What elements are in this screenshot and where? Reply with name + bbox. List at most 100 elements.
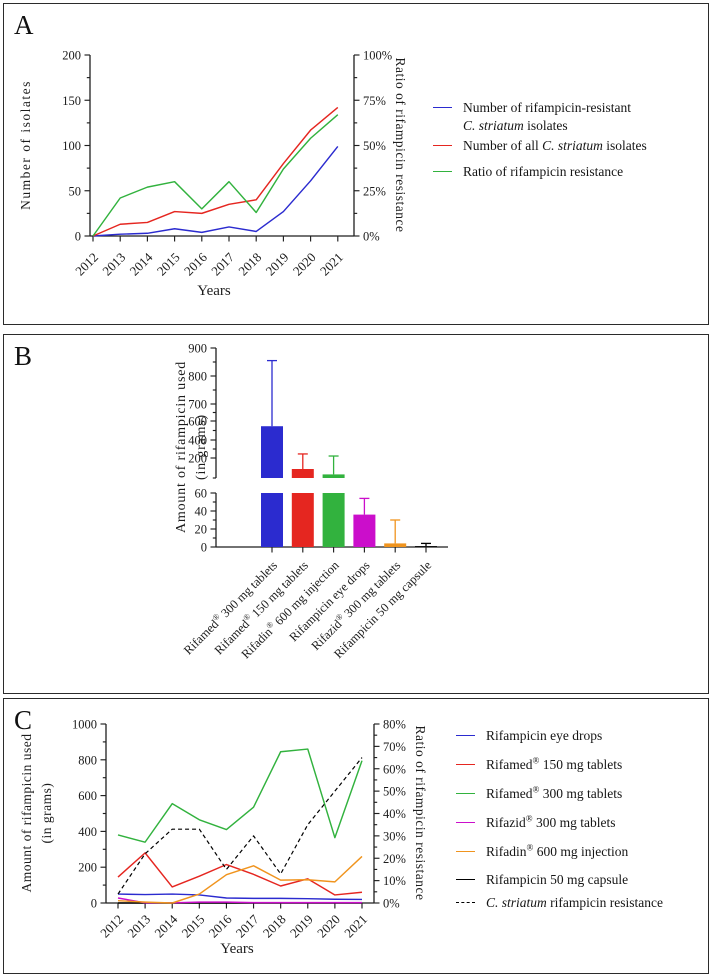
y-tick-label-right: 100%	[363, 49, 392, 63]
panel-a-label: A	[14, 10, 34, 40]
x-tick-label: 2013	[124, 912, 153, 941]
series-number-of-all-c-striatum-isolates	[92, 106, 339, 237]
plot-area-a: 0501001502000%25%50%75%100%2012201320142…	[18, 49, 408, 300]
series-c-striatum-rifampicin-resistance	[117, 757, 363, 895]
y-tick-label-right: 60%	[383, 762, 406, 776]
panel-b: B 0 20 40 60 200 400 600 700 800 900 Amount of rif…	[3, 334, 709, 694]
y-tick-label-left: 200	[62, 49, 81, 63]
y-tick-label: 200	[188, 452, 207, 466]
legend-swatch	[456, 851, 475, 852]
y-tick-label-left: 200	[78, 861, 97, 875]
x-axis-title: Years	[197, 283, 231, 299]
legend-item-rifamed-300-mg-tablets: Rifamed® 300 mg tablets	[456, 785, 622, 803]
y-tick-label: 20	[195, 523, 208, 537]
series-rifamed-150-mg-tablets	[117, 852, 363, 896]
y-tick-label-left: 800	[78, 753, 97, 767]
x-tick-label: 2020	[314, 912, 343, 941]
panel-a: A 0 50 100 150 200 0% 25% 50% 75% 100% 2012 2013 201…	[3, 3, 709, 325]
x-tick-label: 2014	[127, 249, 156, 278]
bar-upper-rifamed-150-mg-tablets	[291, 469, 314, 478]
x-tick-label: 2017	[233, 911, 262, 940]
y-tick-label-left: 0	[91, 897, 97, 911]
y-tick-label-left: 100	[62, 139, 81, 153]
y-tick-label: 900	[188, 342, 207, 356]
y-tick-label-left: 150	[62, 94, 81, 108]
x-tick-label: 2018	[260, 912, 289, 941]
bar-upper-rifamed-300-mg-tablets	[261, 426, 283, 478]
series-ratio-of-rifampicin-resistance	[92, 114, 339, 237]
panel-c: C 0 200 400 600 800 1000 0% 10% 20% 30% 40% 50% 60% 7…	[3, 698, 709, 974]
x-tick-label: 2021	[341, 912, 370, 941]
y-axis-title-right: Ratio of rifampicin resistance	[393, 57, 408, 232]
legend-label: Rifadin® 600 mg injection	[486, 842, 629, 859]
y-axis-title-right: Ratio of rifampicin resistance	[413, 725, 428, 900]
bar-rifamed-300-mg-tablets	[261, 493, 283, 547]
y-tick-label-right: 0%	[383, 897, 400, 911]
y-tick-label: 800	[188, 370, 207, 384]
legend-label: Ratio of rifampicin resistance	[463, 164, 624, 179]
legend-label: Number of rifampicin-resistant C. striatu…	[463, 100, 631, 133]
x-tick-label: 2019	[263, 250, 292, 279]
legend-swatch	[433, 145, 452, 146]
panel-c-label: C	[14, 705, 33, 735]
y-tick-label: 40	[195, 505, 208, 519]
x-tick-label: 2015	[154, 250, 183, 279]
y-tick-label-left: 50	[69, 184, 82, 198]
legend-swatch	[456, 764, 475, 765]
panel-c-chart: 0 200 400 600 800 1000 0% 10% 20% 30% 40% 50% 60% 70%…	[19, 718, 428, 958]
x-tick-label: 2019	[287, 912, 316, 941]
y-axis-title-left: Amount of rifampicin used	[19, 733, 34, 892]
y-tick-label-right: 70%	[383, 740, 406, 754]
legend-swatch	[456, 902, 475, 903]
legend-item-rifadin-600-mg-injection: Rifadin® 600 mg injection	[456, 843, 628, 861]
y-tick-label: 60	[195, 487, 208, 501]
y-tick-label-right: 50%	[363, 139, 386, 153]
y-tick-label-right: 10%	[383, 874, 406, 888]
y-tick-label-left: 400	[78, 825, 97, 839]
legend-label: Rifazid® 300 mg tablets	[486, 813, 616, 830]
legend-label: Number of all C. striatum isolates	[463, 138, 647, 153]
legend-swatch	[456, 879, 475, 880]
legend-item-rifampicin-50-mg-capsule: Rifampicin 50 mg capsule	[456, 871, 628, 889]
x-tick-label: 2017	[208, 249, 237, 278]
series-number-of-rifampicin-resistant-c-striatu	[92, 145, 339, 237]
x-tick-label: 2016	[206, 911, 235, 940]
bar-rifadin-600-mg-injection	[322, 493, 345, 547]
y-tick-label: 400	[188, 434, 207, 448]
x-tick-label: 2020	[290, 250, 319, 279]
legend-swatch	[433, 107, 452, 108]
x-tick-label: 2018	[235, 250, 264, 279]
y-tick-label-right: 80%	[383, 718, 406, 732]
y-tick-label: 600	[188, 415, 207, 429]
series-rifadin-600-mg-injection	[117, 855, 363, 904]
y-tick-label-left: 1000	[72, 718, 97, 732]
y-tick-label: 0	[201, 541, 207, 555]
panel-b-chart: 0 20 40 60 200 400 600 700 800 900 Amount of rifam…	[174, 342, 448, 661]
legend-swatch	[456, 793, 475, 794]
plot-area-c: 0 200 400 600 800 1000 0% 10% 20% 30% 40% 50% 60% 70%…	[19, 718, 428, 958]
y-tick-label-right: 50%	[383, 785, 406, 799]
legend-swatch	[456, 822, 475, 823]
legend-item-number-of-rifampicin-resistant-c-striatu: Number of rifampicin-resistant C. striatu…	[433, 99, 631, 134]
legend-label: Rifampicin eye drops	[486, 728, 603, 743]
x-tick-label: 2014	[151, 911, 180, 940]
series-rifampicin-eye-drops	[117, 893, 362, 901]
y-axis-title: (in grams)	[194, 414, 209, 480]
legend-label: Rifampicin 50 mg capsule	[486, 872, 629, 887]
panel-b-label: B	[14, 341, 33, 371]
x-tick-label: 2021	[317, 250, 346, 279]
legend-item-number-of-all-c-striatum-isolates: Number of all C. striatum isolates	[433, 137, 647, 155]
bar-rifazid-300-mg-tablets	[384, 543, 407, 547]
y-axis-title-left: Number of isolates	[18, 80, 33, 210]
x-tick-label: 2015	[178, 912, 207, 941]
legend-swatch	[456, 735, 475, 736]
y-axis-title-left: (in grams)	[39, 783, 54, 844]
y-tick-label-right: 40%	[383, 807, 406, 821]
legend-label: Rifamed® 300 mg tablets	[486, 784, 623, 801]
y-tick-label: 700	[188, 398, 207, 412]
panel-a-chart: 0501001502000%25%50%75%100%2012201320142…	[18, 49, 408, 300]
legend-swatch	[433, 171, 452, 172]
x-tick-label: 2012	[97, 912, 126, 941]
y-tick-label-right: 75%	[363, 94, 386, 108]
